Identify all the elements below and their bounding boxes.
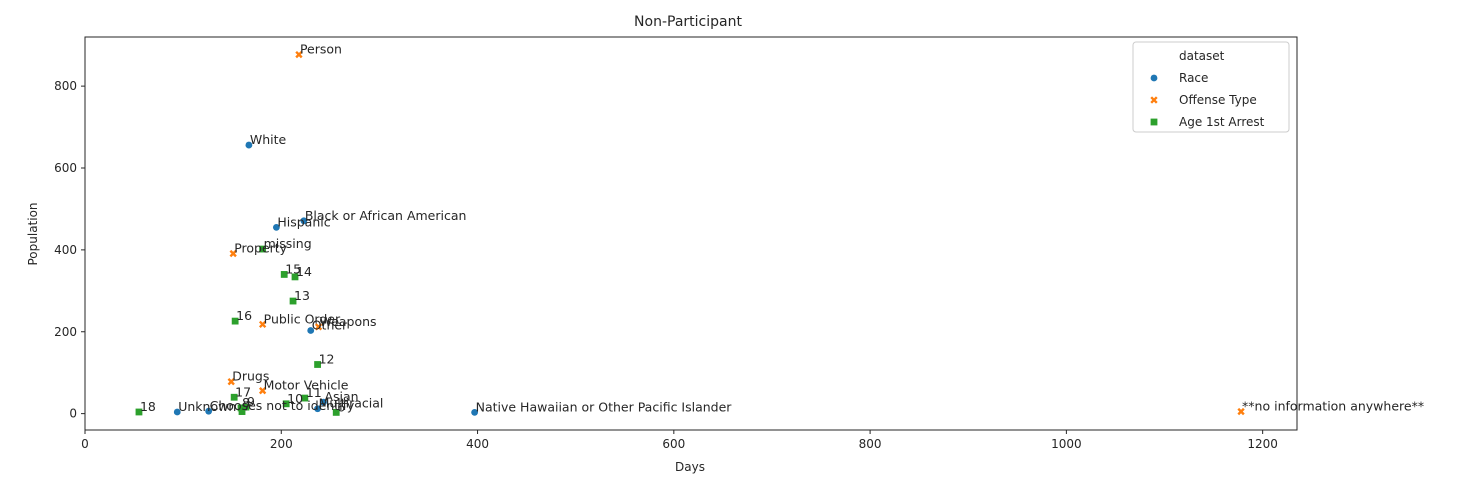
point-label-16: 16 <box>236 308 252 323</box>
point-offense-type-public-order <box>258 320 267 329</box>
point-label-9: 9 <box>247 394 255 409</box>
point-age-1st-arrest-missing <box>259 245 267 253</box>
x-tick-label: 600 <box>662 437 685 451</box>
point-race-asian <box>320 398 327 406</box>
point-label-no-information-anywhere: **no information anywhere** <box>1242 399 1424 414</box>
legend-marker-race <box>1150 74 1158 82</box>
point-label-property: Property <box>234 241 287 256</box>
point-label-unknown: Unknown <box>178 399 236 414</box>
x-tick-label: 0 <box>81 437 89 451</box>
point-age-1st-arrest-6 <box>332 408 340 416</box>
point-label-14: 14 <box>296 264 312 279</box>
x-tick-label: 400 <box>466 437 489 451</box>
y-tick-label: 800 <box>54 79 77 93</box>
point-label-6: 6 <box>337 399 345 414</box>
point-label-person: Person <box>300 42 342 57</box>
point-label-18: 18 <box>140 399 156 414</box>
point-label-chooses-not-to-identify: Chooses not to identify <box>210 398 355 413</box>
point-label-11: 11 <box>306 385 322 400</box>
point-race-chooses-not-to-identify <box>205 407 213 415</box>
point-race-hispanic <box>272 223 280 231</box>
point-label-17: 17 <box>235 384 251 399</box>
point-label-7: 7 <box>243 399 251 414</box>
legend: dataset Race Offense Type Age 1st Arrest <box>1132 41 1290 133</box>
point-label-10: 10 <box>287 391 303 406</box>
point-race-white <box>245 141 253 149</box>
point-offense-type-motor-vehicle <box>258 387 267 395</box>
point-age-1st-arrest-9 <box>242 403 250 411</box>
point-age-1st-arrest-14 <box>291 273 299 281</box>
point-age-1st-arrest-18 <box>135 408 143 416</box>
point-age-1st-arrest-7 <box>238 408 246 415</box>
x-tick-label: 200 <box>270 437 293 451</box>
plot-area <box>84 36 1298 431</box>
point-label-weapons: Weapons <box>320 314 377 329</box>
y-axis: 0 200 400 600 800 <box>54 79 85 421</box>
data-points <box>135 50 1245 416</box>
x-tick-label: 1200 <box>1247 437 1278 451</box>
legend-title: dataset <box>1179 49 1225 63</box>
point-age-1st-arrest-15 <box>280 271 288 278</box>
point-race-black-or-african-american <box>300 217 308 225</box>
point-offense-type-no-information-anywhere <box>1237 407 1245 416</box>
legend-entry-age-1st-arrest: Age 1st Arrest <box>1179 115 1265 129</box>
point-race-other <box>307 327 315 334</box>
x-axis: 0 200 400 600 800 1000 1200 <box>81 430 1278 451</box>
point-age-1st-arrest-13 <box>289 297 297 305</box>
chart-title: Non-Participant <box>634 14 742 30</box>
point-label-black-or-african-american: Black or African American <box>305 208 467 223</box>
point-age-1st-arrest-11 <box>301 394 309 402</box>
point-race-unknown <box>173 408 181 416</box>
legend-box <box>1132 41 1290 133</box>
point-label-drugs: Drugs <box>232 369 269 384</box>
point-label-8: 8 <box>242 395 250 410</box>
point-offense-type-drugs <box>227 378 235 386</box>
y-tick-label: 400 <box>54 243 77 257</box>
point-age-1st-arrest-12 <box>314 361 321 368</box>
legend-entry-offense-type: Offense Type <box>1179 93 1257 107</box>
point-label-hispanic: Hispanic <box>277 214 330 229</box>
point-label-native-hawaiian-or-other-pacific-islander: Native Hawaiian or Other Pacific Islande… <box>476 399 733 414</box>
point-age-1st-arrest-10 <box>282 400 290 408</box>
y-tick-label: 0 <box>69 407 77 421</box>
point-label-asian: Asian <box>324 389 358 404</box>
point-label-12: 12 <box>319 352 335 367</box>
y-tick-label: 600 <box>54 161 77 175</box>
point-age-1st-arrest-8 <box>237 404 245 412</box>
point-label-other: Other <box>312 318 348 333</box>
point-label-multiracial: Multiracial <box>319 396 384 411</box>
point-offense-type-person <box>295 50 303 59</box>
legend-marker-offense-type <box>1150 96 1158 104</box>
legend-entry-race: Race <box>1179 71 1208 85</box>
y-axis-label: Population <box>26 202 40 265</box>
point-label-13: 13 <box>294 288 310 303</box>
point-offense-type-weapons <box>314 323 323 331</box>
x-axis-label: Days <box>675 460 705 474</box>
legend-marker-age-1st-arrest <box>1150 118 1158 126</box>
y-tick-label: 200 <box>54 325 77 339</box>
point-label-missing: missing <box>264 236 312 251</box>
point-age-1st-arrest-17 <box>230 393 238 401</box>
x-tick-label: 1000 <box>1051 437 1082 451</box>
point-race-native-hawaiian-or-other-pacific-islander <box>471 408 479 416</box>
point-label-public-order: Public Order <box>264 311 341 326</box>
point-offense-type-property <box>229 249 237 258</box>
point-label-15: 15 <box>285 261 301 276</box>
x-tick-label: 800 <box>859 437 882 451</box>
point-race-multiracial <box>314 405 321 413</box>
point-age-1st-arrest-16 <box>231 317 239 325</box>
point-label-motor-vehicle: Motor Vehicle <box>264 378 349 393</box>
point-label-white: White <box>250 132 287 147</box>
